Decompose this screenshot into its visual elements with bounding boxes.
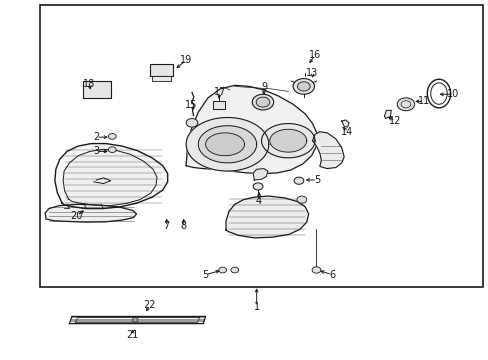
Text: 5: 5	[314, 175, 320, 185]
Bar	[149, 64, 173, 76]
Polygon shape	[186, 117, 268, 171]
Circle shape	[293, 177, 303, 184]
Polygon shape	[269, 129, 306, 152]
Text: 17: 17	[214, 87, 226, 98]
Polygon shape	[225, 196, 308, 238]
Polygon shape	[384, 111, 390, 118]
Text: 15: 15	[184, 100, 197, 110]
Bar	[212, 102, 224, 109]
Text: 10: 10	[447, 89, 459, 99]
Circle shape	[296, 196, 306, 203]
Polygon shape	[253, 168, 267, 180]
Circle shape	[292, 78, 314, 94]
Circle shape	[218, 267, 226, 273]
Text: 7: 7	[163, 221, 169, 231]
Polygon shape	[63, 149, 157, 206]
Text: 2: 2	[93, 132, 99, 142]
Text: 18: 18	[82, 78, 95, 89]
Text: 9: 9	[261, 82, 266, 92]
Circle shape	[253, 183, 263, 190]
Circle shape	[186, 118, 198, 127]
Text: 5: 5	[202, 270, 208, 280]
Text: 16: 16	[308, 50, 321, 60]
Bar	[40, 5, 482, 287]
Circle shape	[252, 94, 273, 110]
Text: 22: 22	[143, 300, 156, 310]
Text: 21: 21	[126, 330, 139, 341]
Polygon shape	[55, 144, 167, 208]
Text: 11: 11	[417, 96, 429, 107]
Polygon shape	[186, 85, 317, 174]
Text: 3: 3	[93, 147, 99, 157]
Polygon shape	[261, 123, 314, 158]
Bar	[83, 81, 111, 98]
Text: 20: 20	[70, 211, 83, 221]
Text: 19: 19	[180, 55, 192, 65]
Polygon shape	[312, 132, 344, 168]
Circle shape	[230, 267, 238, 273]
Polygon shape	[45, 204, 136, 222]
Text: 12: 12	[388, 116, 401, 126]
Text: 6: 6	[328, 270, 334, 280]
Circle shape	[108, 147, 116, 153]
Text: 4: 4	[256, 197, 262, 206]
Polygon shape	[69, 316, 205, 324]
Circle shape	[311, 267, 320, 273]
Circle shape	[396, 98, 414, 111]
Circle shape	[108, 134, 116, 139]
Text: 8: 8	[180, 221, 186, 231]
Text: 14: 14	[340, 127, 352, 137]
Polygon shape	[205, 133, 244, 156]
Text: 13: 13	[306, 68, 318, 78]
Polygon shape	[341, 120, 348, 127]
Text: 1: 1	[253, 302, 259, 312]
Circle shape	[297, 82, 309, 91]
Bar	[152, 76, 170, 81]
Circle shape	[256, 97, 269, 107]
Polygon shape	[198, 126, 256, 163]
